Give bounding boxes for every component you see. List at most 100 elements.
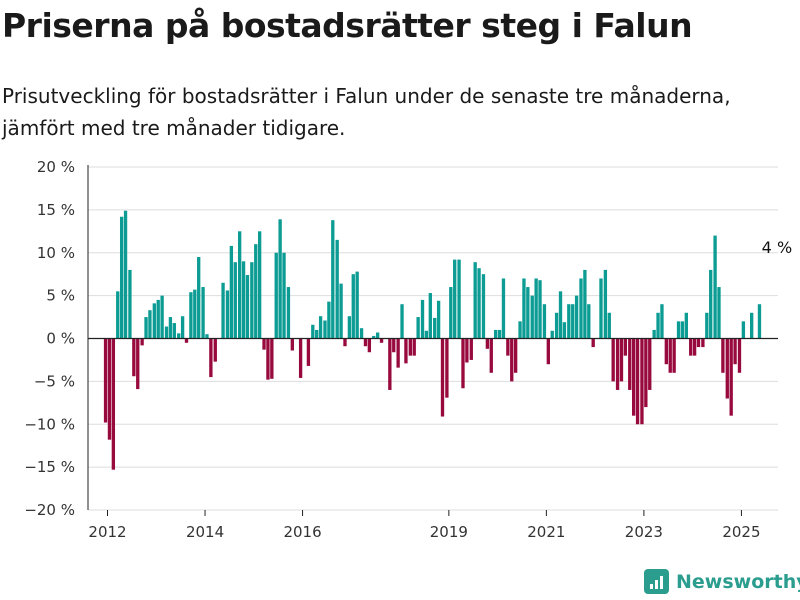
bar xyxy=(696,338,701,348)
bar xyxy=(599,278,603,339)
bar xyxy=(558,291,563,339)
bar xyxy=(416,317,420,339)
bar xyxy=(128,269,132,339)
bar xyxy=(513,338,518,373)
bar xyxy=(140,338,144,346)
bar xyxy=(225,290,230,339)
bar xyxy=(335,239,339,339)
bar xyxy=(180,316,185,339)
bar xyxy=(241,261,246,339)
bar xyxy=(660,304,664,339)
y-tick-label: −20 % xyxy=(24,501,75,519)
bar xyxy=(477,268,481,339)
bar xyxy=(237,231,242,339)
bar xyxy=(148,310,152,339)
bar xyxy=(611,338,615,382)
bar xyxy=(607,312,611,339)
bar xyxy=(440,338,445,417)
bar xyxy=(684,312,688,339)
bar xyxy=(680,321,685,339)
bar xyxy=(615,338,620,390)
bar xyxy=(339,283,343,339)
x-tick-label: 2023 xyxy=(625,523,663,541)
bar xyxy=(623,338,628,356)
bar xyxy=(257,231,262,339)
bar xyxy=(290,338,294,351)
bar xyxy=(640,338,644,425)
bar xyxy=(375,332,380,339)
bar xyxy=(189,292,193,339)
bar xyxy=(270,338,274,379)
bar xyxy=(729,338,733,416)
bar xyxy=(461,338,465,389)
newsworthy-logo-icon xyxy=(644,569,669,594)
bar xyxy=(522,278,526,339)
bar xyxy=(213,338,217,362)
bar xyxy=(250,262,254,339)
bar xyxy=(445,338,449,398)
bar xyxy=(245,275,250,339)
bar xyxy=(526,287,530,339)
bar xyxy=(132,338,136,377)
bar xyxy=(574,295,579,339)
bar xyxy=(757,304,762,339)
bar xyxy=(741,321,746,339)
bar xyxy=(367,338,372,353)
bar xyxy=(266,338,270,380)
bar xyxy=(331,220,335,339)
bar xyxy=(579,278,583,339)
bar xyxy=(709,269,713,339)
bar xyxy=(534,278,538,339)
bar xyxy=(481,274,486,339)
bar xyxy=(351,274,355,339)
bar xyxy=(160,295,164,339)
bar xyxy=(713,235,717,339)
bar xyxy=(546,338,550,365)
bar xyxy=(400,304,404,339)
x-tick-label: 2016 xyxy=(283,523,321,541)
bar xyxy=(254,244,258,339)
x-tick-label: 2012 xyxy=(88,523,126,541)
bar xyxy=(518,321,522,339)
bar xyxy=(388,338,392,390)
bar xyxy=(107,338,112,440)
bar xyxy=(184,338,189,343)
bar xyxy=(485,338,490,349)
bar xyxy=(298,338,303,378)
bar xyxy=(396,338,400,368)
x-tick-label: 2019 xyxy=(430,523,468,541)
bar-series xyxy=(103,210,762,470)
bar xyxy=(168,317,173,339)
bar xyxy=(587,304,591,339)
bar xyxy=(656,312,660,339)
bar xyxy=(408,338,412,356)
bar xyxy=(156,299,160,339)
bar xyxy=(668,338,672,373)
bar xyxy=(136,338,140,390)
bar xyxy=(631,338,636,416)
bar xyxy=(123,210,128,339)
bar xyxy=(205,334,209,339)
bar xyxy=(164,326,169,339)
bar xyxy=(721,338,725,373)
bar xyxy=(404,338,408,364)
bar xyxy=(111,338,116,470)
bar xyxy=(469,338,473,360)
brand-name: Newsworthy xyxy=(676,570,800,593)
bar xyxy=(193,289,197,339)
bar xyxy=(676,321,681,339)
bar xyxy=(152,303,156,339)
bar xyxy=(542,304,547,339)
bar xyxy=(286,287,291,339)
bar xyxy=(116,291,120,339)
bar xyxy=(177,333,181,339)
bar xyxy=(562,322,567,339)
bar xyxy=(355,271,359,339)
bar xyxy=(412,338,416,356)
bar xyxy=(554,312,559,339)
bar xyxy=(103,338,108,423)
bar xyxy=(229,245,234,339)
bar xyxy=(379,338,384,343)
bar xyxy=(282,252,286,339)
y-tick-label: 0 % xyxy=(46,330,75,348)
